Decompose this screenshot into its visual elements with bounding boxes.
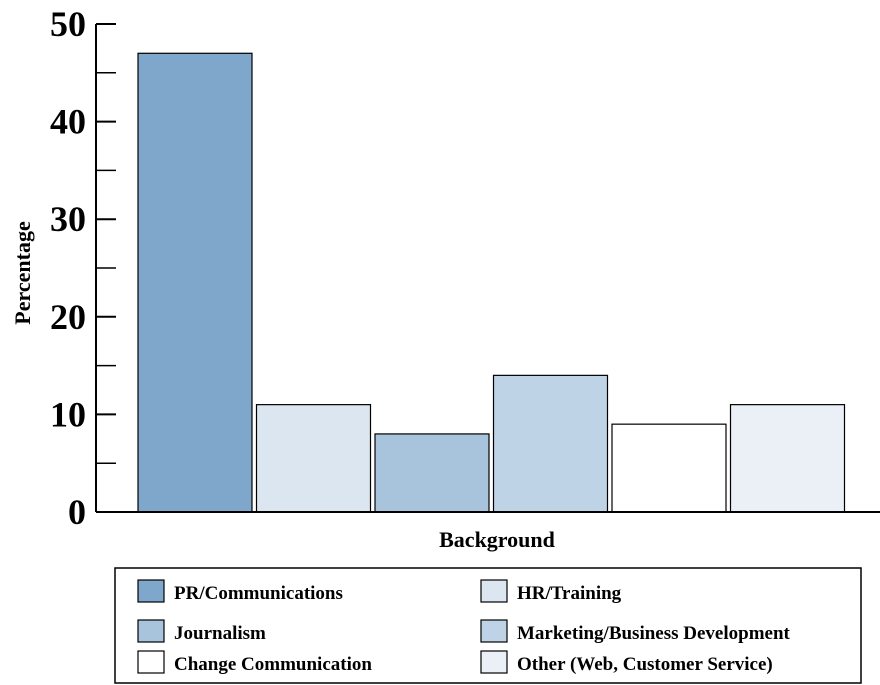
legend-label: PR/Communications [174, 583, 343, 604]
legend-swatch [480, 579, 508, 603]
x-axis-title: Background [439, 527, 555, 552]
y-tick-label: 10 [50, 394, 86, 434]
legend-swatch [137, 619, 165, 643]
y-tick-label: 0 [68, 492, 86, 532]
legend-label: Other (Web, Customer Service) [517, 654, 773, 675]
bar-change-communication [611, 423, 727, 513]
bar-other-web-customer-service [729, 404, 846, 513]
legend-label: Journalism [174, 623, 266, 644]
legend-swatch [480, 619, 508, 643]
legend-swatch [137, 650, 165, 674]
bar-pr-communications [137, 52, 253, 513]
y-tick-label: 50 [50, 4, 86, 44]
legend-label: Change Communication [174, 654, 372, 675]
legend-swatch [137, 579, 165, 603]
bar-hr-training [255, 404, 372, 513]
y-axis-title: Percentage [10, 221, 35, 325]
bars [137, 52, 846, 513]
y-tick-label: 30 [50, 199, 86, 239]
y-tick-label: 40 [50, 102, 86, 142]
bar-marketing-business-development [492, 374, 609, 513]
legend-label: HR/Training [517, 583, 622, 604]
bar-journalism [374, 433, 490, 513]
legend: PR/Communications HR/Training Journalism Ma… [137, 579, 791, 675]
y-axis: 0 10 20 30 40 50 [50, 4, 116, 532]
y-tick-label: 20 [50, 297, 86, 337]
legend-swatch [480, 650, 508, 674]
legend-label: Marketing/Business Development [517, 623, 791, 644]
